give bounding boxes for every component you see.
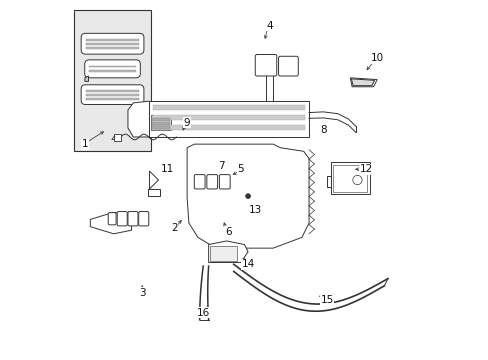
Bar — [113, 134, 121, 140]
Bar — [89, 66, 136, 67]
Text: 6: 6 — [224, 227, 231, 237]
Text: 13: 13 — [248, 206, 262, 216]
FancyBboxPatch shape — [278, 56, 298, 76]
Bar — [86, 94, 139, 96]
Polygon shape — [326, 176, 330, 187]
FancyBboxPatch shape — [128, 212, 138, 226]
Bar — [152, 122, 169, 125]
Text: 1: 1 — [81, 139, 88, 149]
Circle shape — [245, 194, 250, 199]
Text: 11: 11 — [161, 164, 174, 174]
Bar — [210, 246, 237, 261]
FancyBboxPatch shape — [84, 60, 140, 78]
Bar — [224, 167, 229, 187]
Bar — [86, 43, 139, 45]
FancyBboxPatch shape — [255, 54, 276, 76]
Polygon shape — [85, 76, 88, 81]
FancyBboxPatch shape — [117, 212, 127, 226]
FancyBboxPatch shape — [81, 85, 143, 104]
FancyBboxPatch shape — [206, 175, 217, 189]
Bar — [153, 126, 305, 130]
Bar — [153, 116, 305, 120]
Text: 2: 2 — [171, 224, 178, 233]
Bar — [89, 70, 136, 72]
Bar — [333, 165, 366, 192]
Polygon shape — [149, 171, 158, 189]
Text: 8: 8 — [320, 125, 326, 135]
Bar — [74, 10, 151, 151]
Circle shape — [352, 175, 362, 185]
Polygon shape — [90, 212, 131, 234]
Bar — [330, 162, 369, 194]
Text: 5: 5 — [237, 164, 244, 174]
FancyBboxPatch shape — [139, 212, 148, 226]
Polygon shape — [351, 79, 374, 86]
Bar — [86, 47, 139, 49]
Bar — [153, 105, 305, 110]
Polygon shape — [128, 101, 149, 137]
Polygon shape — [208, 241, 247, 262]
FancyBboxPatch shape — [194, 175, 204, 189]
Text: 10: 10 — [370, 53, 383, 63]
FancyBboxPatch shape — [108, 213, 116, 225]
Bar — [218, 149, 225, 160]
Text: 12: 12 — [359, 164, 372, 174]
Polygon shape — [187, 144, 308, 248]
Polygon shape — [112, 136, 115, 139]
Text: 15: 15 — [320, 295, 333, 305]
Bar — [151, 116, 171, 130]
Bar — [152, 118, 169, 121]
Text: 9: 9 — [183, 118, 190, 128]
Text: 3: 3 — [139, 288, 145, 298]
Bar — [152, 126, 169, 129]
Bar — [86, 39, 139, 41]
Text: 7: 7 — [218, 161, 224, 171]
Polygon shape — [349, 78, 376, 87]
Polygon shape — [149, 101, 308, 137]
Text: 16: 16 — [196, 308, 209, 318]
Text: 4: 4 — [266, 21, 272, 31]
Bar — [86, 90, 139, 92]
Text: 14: 14 — [241, 259, 254, 269]
FancyBboxPatch shape — [81, 33, 143, 54]
Bar — [86, 98, 139, 100]
Bar — [147, 189, 160, 196]
FancyBboxPatch shape — [219, 175, 230, 189]
